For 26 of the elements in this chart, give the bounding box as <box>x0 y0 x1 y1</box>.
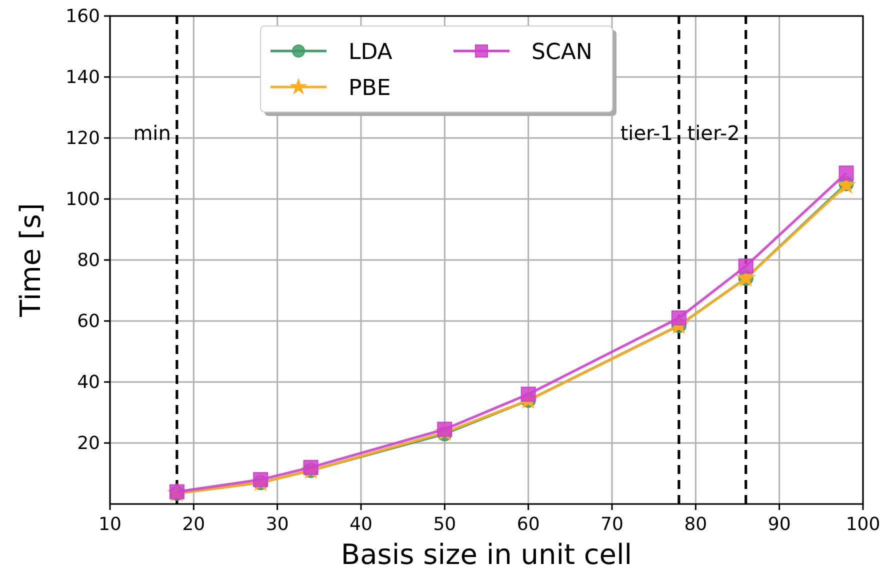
y-tick-label: 140 <box>66 67 100 88</box>
x-tick-label: 70 <box>600 514 624 535</box>
x-tick-label: 90 <box>768 514 791 535</box>
legend-label: PBE <box>348 76 391 101</box>
y-tick-label: 80 <box>77 250 100 271</box>
ref-line-label: tier-2 <box>687 121 740 145</box>
y-tick-label: 120 <box>66 128 100 149</box>
ref-line-label: tier-1 <box>620 121 673 145</box>
y-tick-label: 100 <box>66 189 100 210</box>
legend-label: LDA <box>348 40 392 65</box>
y-tick-label: 20 <box>77 433 100 454</box>
legend-label: SCAN <box>532 40 592 65</box>
x-tick-label: 40 <box>350 514 372 535</box>
x-tick-label: 20 <box>182 514 206 535</box>
y-tick-label: 60 <box>77 311 100 332</box>
y-tick-label: 160 <box>66 6 100 27</box>
x-tick-label: 50 <box>433 514 456 535</box>
x-axis-title: Basis size in unit cell <box>340 538 632 571</box>
ref-line-label: min <box>133 121 171 145</box>
x-tick-label: 80 <box>684 514 708 535</box>
x-tick-label: 100 <box>846 514 880 535</box>
y-axis-title: Time [s] <box>14 203 47 318</box>
y-tick-label: 40 <box>77 372 100 393</box>
x-tick-label: 60 <box>516 514 540 535</box>
x-tick-label: 10 <box>98 514 122 535</box>
x-tick-label: 30 <box>266 514 289 535</box>
